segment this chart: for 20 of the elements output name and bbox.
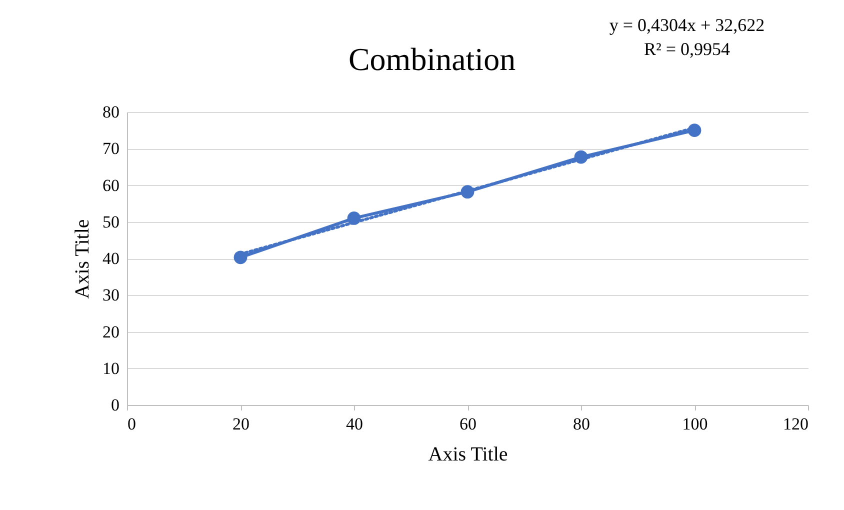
y-tick-label: 50 [102, 212, 120, 232]
x-tick-label: 20 [232, 414, 250, 434]
text: y = 0,4304x + 32,622 R² = 0,9954 [609, 15, 765, 59]
y-tick-label: 70 [102, 139, 120, 158]
y-tick-label: 20 [102, 322, 120, 342]
x-tick-label: 40 [346, 414, 363, 434]
y-tick-label: 10 [102, 358, 120, 378]
x-axis-title: Axis Title [428, 444, 508, 466]
y-tick-label: 40 [102, 249, 120, 268]
x-tick-label: 120 [783, 414, 808, 434]
x-tick-label: 80 [573, 414, 590, 434]
y-tick-label: 30 [102, 286, 120, 305]
y-tick-label: 60 [102, 176, 120, 195]
x-tick-label: 60 [460, 414, 476, 434]
x-tick-label: 0 [128, 414, 136, 434]
y-tick-label: 0 [111, 396, 120, 414]
y-axis-title: Axis Title [72, 219, 94, 299]
chart-title: Combination [348, 41, 516, 77]
x-tick-label: 100 [682, 414, 708, 434]
y-tick-label: 80 [102, 102, 120, 122]
